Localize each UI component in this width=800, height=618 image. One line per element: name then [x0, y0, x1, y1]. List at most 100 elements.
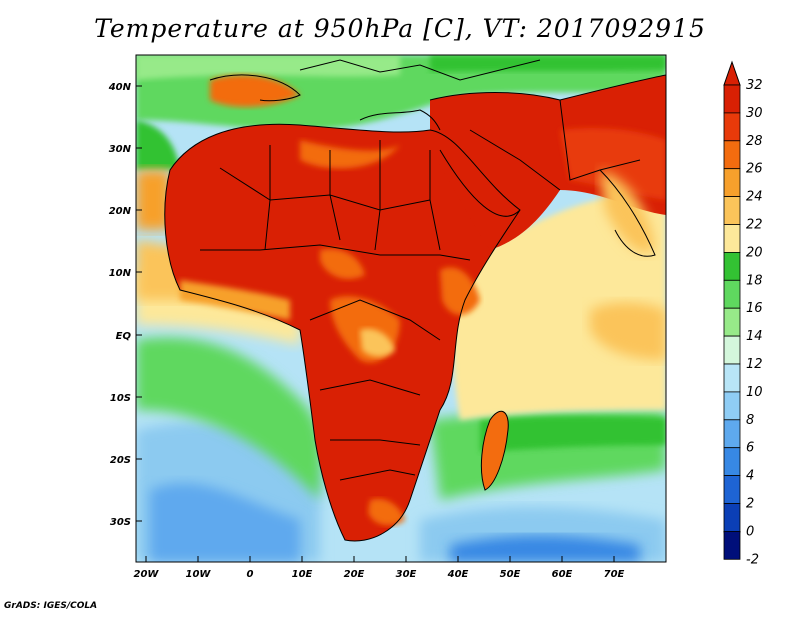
caspian-green	[430, 55, 666, 72]
lat-label: 30S	[110, 517, 131, 528]
colorbar-label: 16	[746, 301, 763, 316]
madagascar-coast	[480, 410, 509, 491]
lon-label: 20E	[344, 569, 365, 580]
congo-border	[309, 299, 441, 341]
iran-border	[559, 99, 641, 181]
map-frame	[135, 54, 667, 563]
axis-ticks	[136, 85, 615, 562]
colorbar-swatch	[723, 531, 741, 560]
colorbar-swatches	[723, 84, 741, 560]
colorbar-label: 0	[746, 524, 754, 539]
lon-label: 10W	[186, 569, 212, 580]
colorbar-swatch	[723, 475, 741, 504]
colorbar-swatch	[723, 279, 741, 309]
libya-north-warm	[300, 140, 400, 169]
colorbar-swatch	[723, 140, 741, 170]
india-coast	[599, 169, 656, 257]
colorbar-label: 20	[746, 245, 763, 260]
latitude-labels: 40N 30N 20N 10N EQ 10S 20S 30S	[108, 82, 132, 528]
colorbar-swatch	[723, 84, 741, 114]
lat-label: 20N	[109, 206, 132, 217]
south-africa-warm	[368, 498, 405, 526]
credit-text: GrADS: IGES/COLA	[4, 601, 98, 611]
colorbar-label: 10	[746, 385, 763, 400]
lon-label: 0	[247, 569, 254, 580]
india-south-mild	[600, 170, 655, 253]
south-atlantic-green	[136, 337, 322, 500]
longitude-labels: 20W 10W 0 10E 20E 30E 40E 50E 60E 70E	[134, 569, 625, 580]
west-africa-coast-warm	[136, 170, 170, 230]
country-borders	[164, 59, 666, 542]
angola-border	[319, 379, 421, 396]
south-indian-green-strong	[480, 415, 666, 452]
colorbar-swatch	[723, 503, 741, 532]
iberia-coast	[209, 74, 301, 102]
congo-mild	[360, 328, 395, 357]
namibia-border	[330, 439, 421, 446]
horn-warm	[440, 267, 480, 315]
iberia-warm	[210, 75, 300, 107]
colorbar-label: 26	[746, 162, 763, 177]
chad-border	[374, 140, 381, 251]
red-sea-coast	[439, 149, 521, 217]
colorbar-label: 18	[746, 273, 763, 288]
colorbar-swatch	[723, 251, 741, 281]
colorbar-label: -2	[746, 552, 759, 567]
colorbar-label: 6	[746, 441, 754, 456]
mali-border	[264, 145, 271, 251]
niger-border	[329, 150, 341, 241]
colorbar-label: 8	[746, 413, 754, 428]
colorbar-label: 24	[746, 190, 763, 205]
lon-label: 50E	[500, 569, 521, 580]
colorbar-label: 32	[746, 78, 763, 93]
lat-label: 10N	[109, 268, 132, 279]
colorbar-label: 14	[746, 329, 763, 344]
lon-label: 10E	[292, 569, 313, 580]
sahel-border	[200, 244, 471, 261]
libya-egypt-coast	[359, 109, 441, 131]
india-hot	[560, 128, 666, 200]
europe-borders	[299, 59, 541, 81]
colorbar-label: 4	[746, 469, 754, 484]
lon-label: 60E	[552, 569, 573, 580]
colorbar-swatch	[723, 335, 741, 365]
south-indian-cold	[450, 535, 640, 562]
arabia-hot	[430, 75, 666, 250]
arabia-border	[469, 129, 561, 191]
south-atlantic-cold	[150, 483, 300, 562]
lat-label: 20S	[110, 455, 131, 466]
lat-label: 30N	[109, 144, 132, 155]
lat-label: 10S	[110, 393, 131, 404]
colorbar-label: 22	[746, 218, 763, 233]
indian-ocean-warm	[453, 195, 666, 420]
colorbar-swatch	[723, 307, 741, 337]
lon-label: 30E	[396, 569, 417, 580]
colorbar-swatch	[723, 391, 741, 421]
colorbar-top-arrow	[723, 60, 741, 86]
colorbar-label: 12	[746, 357, 763, 372]
guinea-coast-warm	[180, 280, 290, 320]
colorbar-swatch	[723, 419, 741, 449]
canary-green	[136, 120, 180, 170]
temperature-field	[136, 55, 666, 562]
africa-coastline	[164, 123, 521, 542]
colorbar-label: 28	[746, 134, 763, 149]
cameroon-warm	[320, 248, 365, 280]
colorbar-swatch	[723, 196, 741, 225]
colorbar-swatch	[723, 168, 741, 197]
lon-label: 40E	[447, 569, 469, 580]
colorbar-label: 30	[746, 106, 763, 121]
colorbar-label: 2	[746, 497, 754, 512]
madagascar	[481, 411, 509, 490]
sudan-border	[429, 150, 441, 251]
page-title: Temperature at 950hPa [C], VT: 201709291…	[94, 14, 706, 43]
middle-east-north	[429, 74, 666, 101]
lon-label: 20W	[134, 569, 160, 580]
colorbar-swatch	[723, 112, 741, 142]
botswana-border	[339, 469, 416, 481]
lat-label: 40N	[108, 82, 132, 93]
colorbar-swatch	[723, 447, 741, 477]
